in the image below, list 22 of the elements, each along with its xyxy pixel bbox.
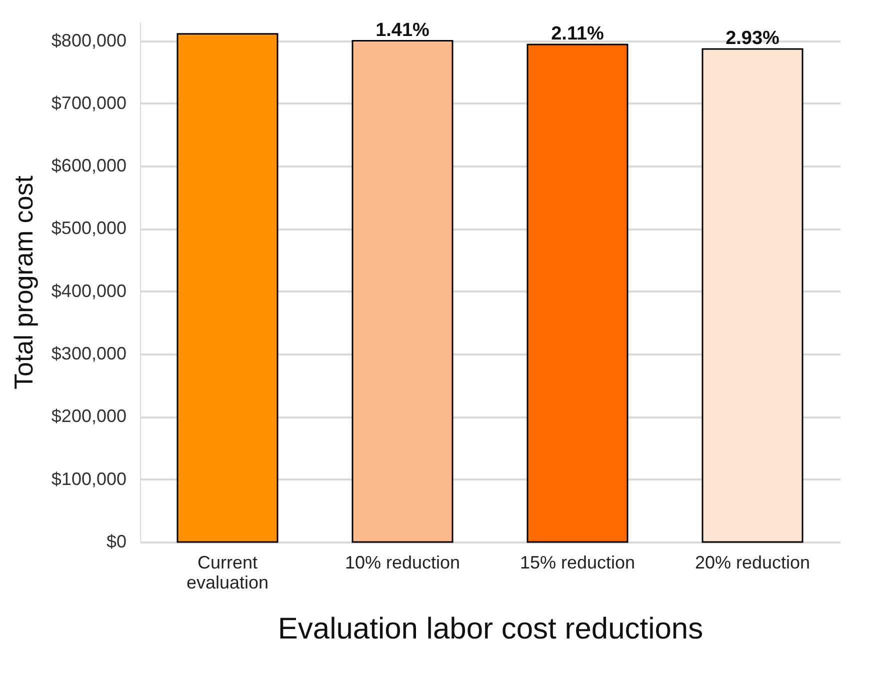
annotation: 2.11% bbox=[551, 24, 604, 45]
x-tick-label: 15% reduction bbox=[520, 552, 636, 572]
x-tick-label: 20% reduction bbox=[694, 552, 810, 572]
x-axis-title: Evaluation labor cost reductions bbox=[278, 612, 704, 646]
x-tick-label: Current evaluation bbox=[186, 552, 269, 592]
y-tick-label: $300,000 bbox=[51, 344, 126, 364]
y-tick-label: $800,000 bbox=[51, 30, 126, 50]
y-tick-label: $600,000 bbox=[51, 156, 126, 176]
bar bbox=[702, 48, 804, 543]
y-tick-label: $100,000 bbox=[51, 468, 126, 489]
y-axis-title: Total program cost bbox=[8, 174, 38, 390]
bar bbox=[526, 44, 628, 543]
annotation: 1.41% bbox=[376, 20, 430, 41]
annotation: 2.93% bbox=[726, 28, 780, 49]
x-tick-label: 10% reduction bbox=[344, 552, 460, 572]
y-tick-label: $700,000 bbox=[51, 92, 126, 113]
y-tick-label: $200,000 bbox=[51, 406, 126, 426]
bar bbox=[176, 33, 278, 543]
y-tick-label: $500,000 bbox=[51, 218, 126, 238]
y-tick-label: $0 bbox=[106, 532, 126, 552]
bar bbox=[352, 40, 454, 543]
y-tick-label: $400,000 bbox=[51, 280, 126, 301]
